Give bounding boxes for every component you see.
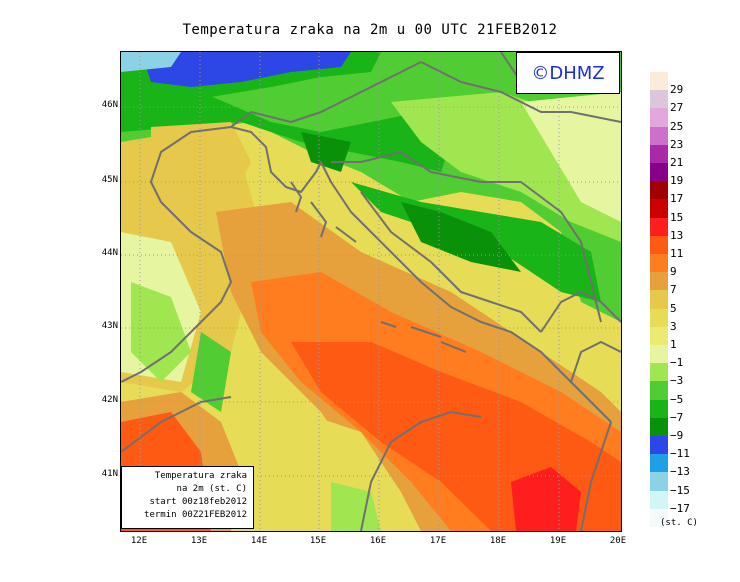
lat-label-41n: 41N xyxy=(101,469,118,479)
legend-label: −11 xyxy=(670,447,690,461)
legend-swatch xyxy=(650,126,668,146)
coastlines xyxy=(121,52,621,531)
legend-swatch xyxy=(650,508,668,528)
cold-blue-zone xyxy=(141,52,351,87)
gold-north-adriatic xyxy=(151,122,251,212)
info-line-variable: Temperatura zraka xyxy=(154,471,247,481)
legend-swatch xyxy=(650,181,668,200)
darkgreen-dinaric xyxy=(401,202,521,272)
legend-swatch xyxy=(650,163,668,182)
legend-label: 5 xyxy=(670,301,677,315)
legend-label: −7 xyxy=(670,410,684,424)
legend-swatch xyxy=(650,454,668,473)
legend-swatch xyxy=(650,326,668,346)
legend-swatch xyxy=(650,108,668,128)
legend-label: 29 xyxy=(670,83,684,97)
lon-label-19e: 19E xyxy=(549,536,567,546)
legend-label: −5 xyxy=(670,392,684,406)
legend-swatch xyxy=(650,235,668,255)
red-spot xyxy=(511,467,581,531)
lat-label-45n: 45N xyxy=(101,175,118,185)
green-alps xyxy=(121,92,451,172)
legend-swatch xyxy=(650,272,668,291)
legend-label: 7 xyxy=(670,283,677,297)
lon-label-18e: 18E xyxy=(489,536,507,546)
lon-label-14e: 14E xyxy=(250,536,268,546)
temperature-map xyxy=(120,51,622,532)
legend-label: 3 xyxy=(670,319,677,333)
dhmz-logo: ©DHMZ xyxy=(516,52,620,94)
legend-swatch xyxy=(650,144,668,164)
lon-label-15e: 15E xyxy=(309,536,327,546)
legend-swatch xyxy=(650,290,668,310)
lat-label-43n: 43N xyxy=(101,321,118,331)
map-title: Temperatura zraka na 2m u 00 UTC 21FEB20… xyxy=(182,22,558,38)
legend-swatch xyxy=(650,254,668,273)
lon-label-12e: 12E xyxy=(130,536,148,546)
legend-swatch xyxy=(650,472,668,492)
legend-swatch xyxy=(650,363,668,382)
lon-label-20e: 20E xyxy=(609,536,627,546)
legend-swatch xyxy=(650,381,668,401)
lon-label-17e: 17E xyxy=(429,536,447,546)
legend-swatch xyxy=(650,436,668,455)
lat-label-42n: 42N xyxy=(101,395,118,405)
info-line-unit: na 2m (st. C) xyxy=(176,484,247,494)
yellow-south-coast xyxy=(291,412,421,531)
info-line-start: start 00z18feb2012 xyxy=(149,497,247,507)
legend-swatch xyxy=(650,417,668,437)
temperature-field xyxy=(121,52,621,531)
legend-label: 15 xyxy=(670,210,684,224)
lon-label-13e: 13E xyxy=(190,536,208,546)
legend-unit: (st. C) xyxy=(660,518,698,528)
legend-label: −3 xyxy=(670,374,684,388)
legend-swatch xyxy=(650,399,668,419)
pale-pannonian-east xyxy=(521,92,621,222)
legend-swatch xyxy=(650,490,668,510)
legend-label: 23 xyxy=(670,137,684,151)
lat-label-44n: 44N xyxy=(101,248,118,258)
legend-swatch xyxy=(650,72,668,91)
legend-swatch xyxy=(650,345,668,364)
legend-swatch xyxy=(650,90,668,109)
legend-label: 17 xyxy=(670,192,684,206)
forecast-info-box: Temperatura zraka na 2m (st. C) start 00… xyxy=(121,466,254,529)
legend-label: 9 xyxy=(670,265,677,279)
info-line-termin: termin 00Z21FEB2012 xyxy=(144,510,247,520)
cold-cyan-zone xyxy=(121,52,181,72)
lat-label-46n: 46N xyxy=(101,100,118,110)
legend-swatch xyxy=(650,217,668,237)
legend-label: 13 xyxy=(670,228,684,242)
legend-label: 1 xyxy=(670,338,677,351)
legend-label: 11 xyxy=(670,247,684,260)
legend-label: −13 xyxy=(670,465,690,479)
lon-label-16e: 16E xyxy=(369,536,387,546)
legend-label: 27 xyxy=(670,101,684,115)
legend-label: −15 xyxy=(670,483,690,497)
legend-label: −17 xyxy=(670,501,690,515)
green-patch-italy xyxy=(131,282,191,382)
legend-label: 21 xyxy=(670,156,684,169)
legend-label: −1 xyxy=(670,356,684,370)
legend-swatch xyxy=(650,308,668,328)
legend-swatch xyxy=(650,199,668,219)
legend-label: 25 xyxy=(670,119,684,133)
legend-label: 19 xyxy=(670,174,684,188)
legend-label: −9 xyxy=(670,429,684,442)
green-patch-italy-2 xyxy=(191,332,231,412)
